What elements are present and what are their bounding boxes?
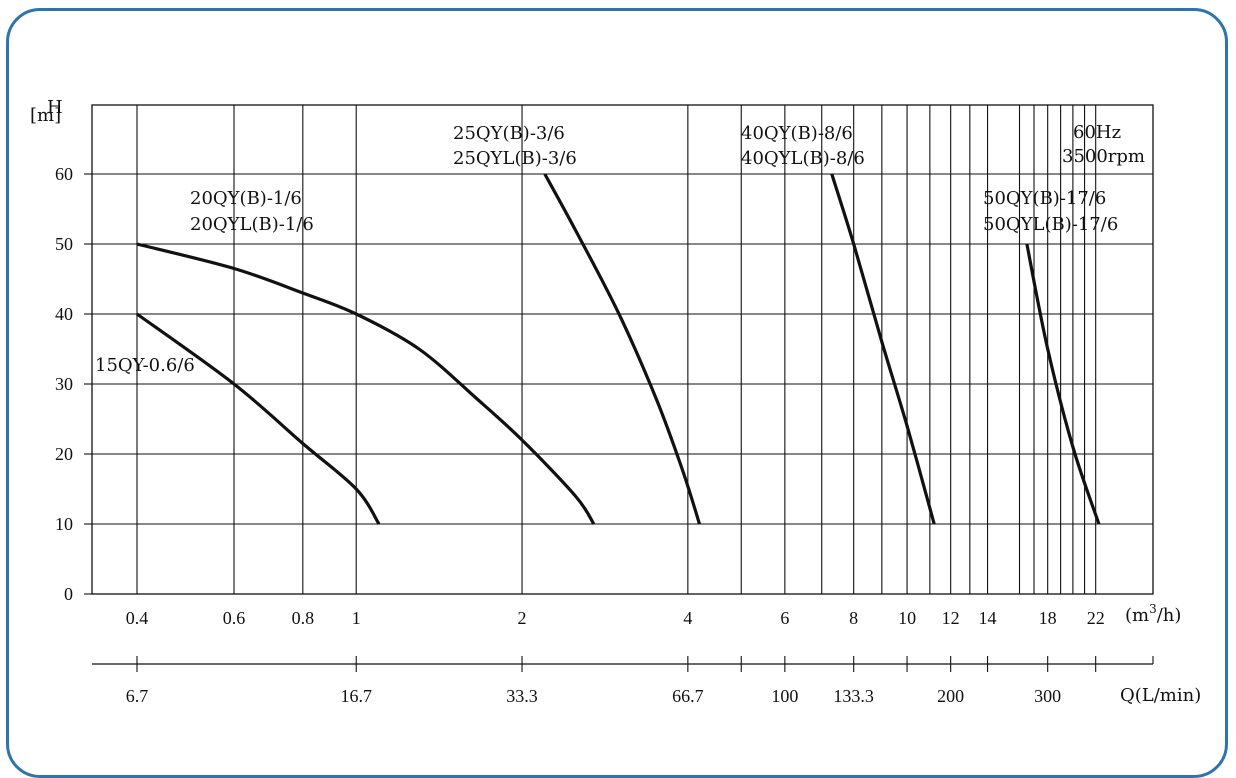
x-bottom-tick-label-0: 6.7	[126, 686, 149, 706]
series-label-25qy: 25QY(B)-3/6	[453, 123, 565, 144]
x-top-tick-label-0.4: 0.4	[126, 608, 149, 628]
series-label-25qyl: 25QYL(B)-3/6	[453, 148, 577, 169]
y-tick-label-50: 50	[55, 234, 73, 254]
y-axis-label-h: H	[47, 97, 63, 118]
y-tick-label-40: 40	[55, 304, 73, 324]
y-axis-label-unit: [m]	[30, 105, 61, 126]
x-top-tick-label-22: 22	[1087, 608, 1105, 628]
x-top-tick-label-18: 18	[1039, 608, 1057, 628]
series-label-40qy: 40QY(B)-8/6	[741, 123, 853, 144]
x-top-tick-label-10: 10	[898, 608, 916, 628]
series-label-20qyl: 20QYL(B)-1/6	[190, 214, 314, 235]
x-top-tick-label-1: 1	[352, 608, 361, 628]
series-label-20qy: 20QY(B)-1/6	[190, 188, 302, 209]
plot-border	[91, 104, 1154, 595]
text-layer: H [m] (m3/h) Q(L/min) 60Hz 3500rpm 15QY-…	[30, 97, 1201, 706]
curve-series-1	[136, 242, 596, 525]
series-label-15qy: 15QY-0.6/6	[95, 355, 195, 376]
x-bottom-tick-label-5: 133.3	[833, 686, 874, 706]
annotation-frequency: 60Hz	[1073, 122, 1121, 143]
annotation-speed: 3500rpm	[1062, 146, 1145, 167]
x-top-tick-label-8: 8	[849, 608, 858, 628]
x-top-tick-label-2: 2	[518, 608, 527, 628]
y-tick-label-60: 60	[55, 164, 73, 184]
curve-layer	[136, 173, 1101, 525]
y-tick-label-30: 30	[55, 374, 73, 394]
x-bottom-tick-label-2: 33.3	[506, 686, 538, 706]
x-top-tick-label-4: 4	[683, 608, 692, 628]
x-top-tick-label-6: 6	[780, 608, 789, 628]
grid-layer	[84, 104, 1154, 595]
x-bottom-tick-label-1: 16.7	[340, 686, 372, 706]
x-top-tick-label-0.8: 0.8	[292, 608, 315, 628]
y-tick-label-0: 0	[64, 584, 73, 604]
x-bottom-tick-label-6: 200	[937, 686, 964, 706]
y-tick-label-10: 10	[55, 514, 73, 534]
x-bottom-tick-label-7: 300	[1034, 686, 1061, 706]
curve-series-3	[830, 173, 936, 525]
x-top-tick-label-14: 14	[979, 608, 997, 628]
x-axis-bottom-unit: Q(L/min)	[1120, 685, 1201, 706]
x-axis-top-unit: (m3/h)	[1125, 602, 1181, 626]
series-label-50qy: 50QY(B)-17/6	[983, 188, 1106, 209]
x-bottom-tick-label-3: 66.7	[672, 686, 704, 706]
x-top-tick-label-12: 12	[942, 608, 960, 628]
y-tick-label-20: 20	[55, 444, 73, 464]
series-label-40qyl: 40QYL(B)-8/6	[741, 148, 865, 169]
x-top-tick-label-0.6: 0.6	[223, 608, 246, 628]
curve-series-2	[543, 173, 702, 525]
x-bottom-tick-label-4: 100	[771, 686, 798, 706]
curve-series-0	[136, 312, 381, 525]
curve-series-4	[1025, 243, 1101, 525]
series-label-50qyl: 50QYL(B)-17/6	[983, 214, 1118, 235]
